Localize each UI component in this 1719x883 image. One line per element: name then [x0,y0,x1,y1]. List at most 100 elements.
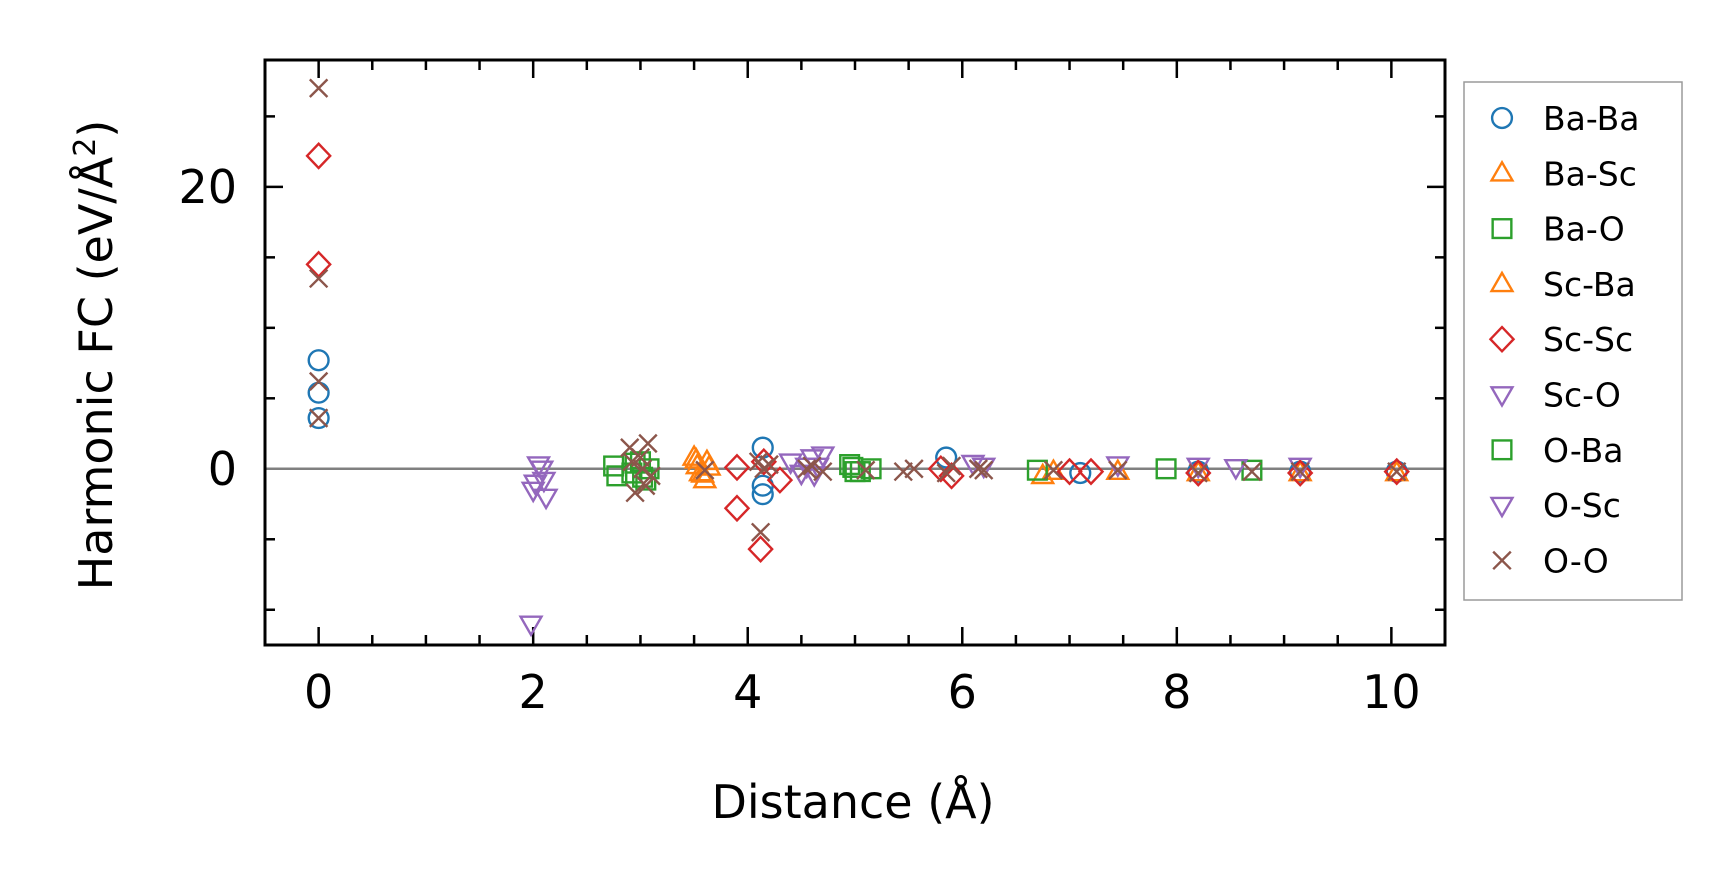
point-ba-o [1155,458,1177,480]
point-ba-sc [1287,459,1313,482]
legend-label-o-o: O-O [1543,541,1609,580]
point-ba-sc [1185,459,1211,482]
point-sc-sc [927,454,955,483]
legend-label-ba-sc: Ba-Sc [1543,154,1637,193]
point-o-o [813,461,833,482]
point-o-o [974,460,994,480]
point-o-ba [849,461,871,483]
plot-frame [263,58,1447,647]
point-ba-o [606,465,628,487]
point-o-o [1387,461,1407,482]
point-o-o [1242,461,1262,482]
y-tick-label: 20 [178,160,237,214]
legend-marker-ba-sc [1489,159,1515,182]
series-o-sc [522,457,827,497]
y-axis-label-close: ) [69,120,123,138]
point-sc-o [810,446,836,469]
legend-label-o-sc: O-Sc [1543,486,1621,525]
point-ba-o [1241,459,1263,481]
point-o-o [968,459,989,479]
point-o-sc [522,474,548,497]
x-axis-label: Distance (Å) [711,775,994,829]
legend: Ba-Ba Ba-Sc Ba-O Sc-Ba Sc-Sc Sc-O O-Ba O-Sc O-O [1463,81,1683,601]
point-sc-sc [305,142,332,170]
point-o-o [308,268,329,289]
point-o-o [750,522,771,542]
point-o-o [1188,463,1208,483]
point-o-o [941,456,962,476]
data-markers [305,78,1410,638]
point-o-o [893,461,913,482]
point-ba-ba [307,406,330,430]
point-ba-ba [1069,461,1092,485]
legend-label-ba-o: Ba-O [1543,210,1625,249]
point-sc-sc [1185,459,1212,487]
point-ba-ba [751,483,774,506]
point-o-o [802,456,822,476]
legend-label-sc-o: Sc-O [1543,376,1621,415]
point-sc-sc [747,535,774,563]
point-sc-sc [723,453,751,482]
legend-marker-ba-o [1491,218,1513,240]
point-sc-sc [1286,459,1314,487]
point-sc-o [518,615,544,638]
minor-ticks [263,60,1447,645]
point-o-o [759,454,779,475]
legend-label-sc-ba: Sc-Ba [1543,265,1636,304]
y-axis-label: Harmonic FC (eV/Å2) [68,120,123,591]
point-ba-ba [307,381,330,404]
legend-marker-o-o [1492,550,1512,571]
point-ba-o [1026,459,1048,481]
x-tick-label: 10 [1362,665,1421,719]
point-o-o [695,460,715,480]
legend-label-o-ba: O-Ba [1543,431,1624,470]
legend-marker-ba-ba [1490,106,1514,130]
point-sc-o [531,471,557,494]
point-o-o [904,459,924,479]
legend-marker-sc-sc [1488,325,1516,354]
point-sc-sc [1383,457,1410,486]
point-sc-o [520,481,546,504]
point-sc-o [533,488,559,511]
point-sc-sc [1077,457,1105,486]
legend-marker-sc-o [1489,386,1515,408]
point-ba-sc [1105,458,1131,480]
legend-marker-o-ba [1491,439,1513,461]
point-o-o [641,466,661,486]
x-tick-label: 4 [733,665,762,719]
series-o-o [308,78,1407,542]
y-tick-label: 0 [208,442,237,496]
point-ba-sc [1030,462,1056,485]
point-ba-ba [307,349,330,372]
x-tick-label: 2 [519,665,548,719]
point-o-o [308,371,329,392]
point-ba-ba [935,446,958,469]
legend-label-ba-ba: Ba-Ba [1543,99,1639,138]
point-o-o [625,483,645,503]
point-sc-ba [683,446,709,469]
point-o-o [638,433,658,454]
point-sc-sc [1056,457,1083,486]
point-o-sc [529,460,555,483]
x-tick-label: 6 [948,665,977,719]
point-o-o [1290,461,1310,482]
point-o-o [1108,460,1128,480]
y-axis-label-main: Harmonic FC (eV/Å [69,156,123,590]
point-o-o [797,459,817,479]
legend-marker-sc-ba [1489,270,1515,293]
y-axis-label-sup: 2 [68,138,103,157]
legend-label-sc-sc: Sc-Sc [1543,320,1633,359]
point-sc-o [1223,459,1249,481]
major-ticks [265,60,1445,645]
tick-labels: 0 2 4 6 8 10 0 20 [178,160,1420,719]
point-ba-sc [1384,459,1410,482]
series-o-ba [624,452,871,488]
point-sc-sc [723,494,751,523]
point-o-o [1043,460,1064,480]
point-sc-sc [305,250,332,279]
point-o-o [636,476,656,496]
point-sc-o [778,453,804,476]
point-o-o [308,408,329,428]
series-sc-sc [305,142,1410,563]
